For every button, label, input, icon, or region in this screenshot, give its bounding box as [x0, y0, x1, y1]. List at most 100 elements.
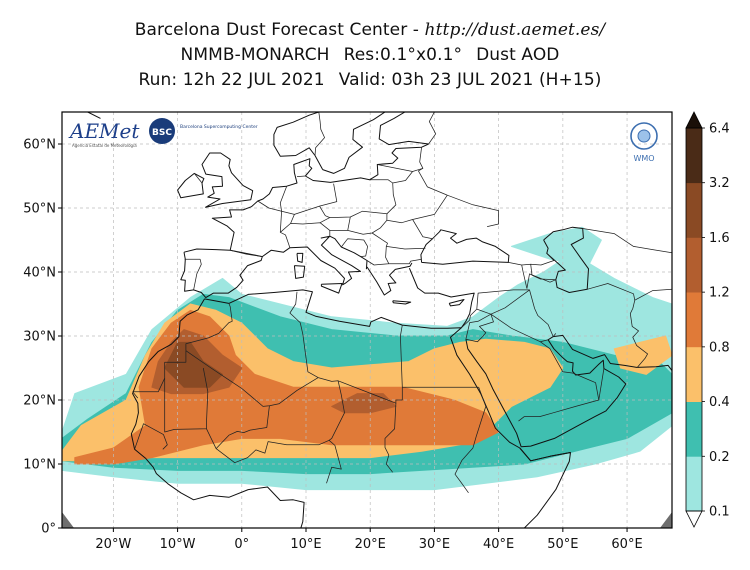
colorbar-level-label: 0.1	[709, 505, 730, 520]
colorbar-bin	[686, 346, 702, 402]
coastline-sardinia	[293, 265, 306, 279]
aemet-logo-text: AEMet	[68, 119, 140, 143]
country-border	[634, 288, 672, 301]
wmo-globe-icon	[637, 129, 651, 143]
country-border	[384, 403, 397, 473]
country-border	[447, 194, 499, 227]
country-border	[412, 147, 448, 220]
lon-tick-label: 60°E	[611, 537, 642, 552]
country-border	[461, 289, 530, 328]
lat-tick-label: 60°N	[23, 138, 56, 153]
coastline-turkey	[408, 268, 475, 328]
title-center-name: Barcelona Dust Forecast Center -	[134, 20, 425, 40]
colorbar-bin	[686, 237, 702, 293]
country-border	[318, 377, 479, 404]
lon-tick-label: 0°	[234, 537, 249, 552]
map-frame	[61, 111, 673, 529]
wmo-logo-text: WMO	[633, 154, 654, 163]
dust-region-1.6-3.2	[164, 341, 223, 388]
country-border	[314, 112, 325, 156]
country-border	[319, 217, 330, 224]
coastline-cyprus	[448, 299, 465, 307]
lon-tick-label: 10°E	[290, 537, 321, 552]
bsc-logo-circle	[149, 118, 175, 144]
lat-tick-label: 20°N	[23, 394, 56, 409]
coastline-sweden-east	[322, 112, 386, 174]
title-line-2: NMMB-MONARCH Res:0.1°x0.1° Dust AOD	[0, 43, 740, 68]
lat-tick-label: 0°	[41, 522, 56, 537]
colorbar: 0.1 0.2 0.4 0.8 1.2 1.6 3.2 6.4	[685, 111, 730, 528]
colorbar-bin	[686, 456, 702, 512]
coastline-greece	[366, 262, 413, 296]
colorbar-level-label: 3.2	[709, 176, 730, 191]
country-border	[185, 303, 233, 351]
country-border	[230, 249, 263, 257]
country-border	[587, 283, 648, 368]
coastline-iberia	[180, 248, 263, 299]
country-border	[206, 428, 330, 464]
country-border	[279, 210, 295, 233]
colorbar-bin	[686, 401, 702, 457]
coastline-sicily	[320, 283, 343, 294]
coastline-black-sea	[420, 229, 510, 265]
country-border	[134, 423, 168, 450]
country-border	[377, 164, 413, 184]
country-border	[465, 313, 494, 343]
title-run: Run: 12h 22 JUL 2021	[138, 70, 325, 90]
country-border	[428, 112, 437, 145]
colorbar-extend-min	[685, 510, 703, 528]
title-valid: Valid: 03h 23 JUL 2021 (H+15)	[338, 70, 602, 90]
colorbar-level-label: 1.6	[709, 231, 730, 246]
country-border	[257, 200, 282, 212]
country-border	[508, 253, 555, 266]
country-border	[296, 175, 306, 177]
country-border	[412, 167, 424, 172]
country-border	[552, 333, 557, 337]
coastline-finland	[378, 112, 429, 146]
aemet-logo-subtitle: Agencia Estatal de Meteorología	[72, 143, 137, 148]
coastline-britain	[201, 152, 254, 208]
country-border	[279, 186, 288, 212]
country-border	[347, 213, 388, 235]
colorbar-extend-max	[685, 111, 703, 129]
coastline-adriatic-east	[329, 235, 368, 270]
colorbar-level-label: 0.4	[709, 395, 730, 410]
colorbar-level-label: 1.2	[709, 286, 730, 301]
lon-tick-label: 30°E	[419, 537, 450, 552]
corner-mask-left	[62, 512, 74, 528]
country-border	[454, 387, 487, 494]
dust-aod-layer	[62, 226, 672, 491]
dust-region-0.4-0.8	[613, 335, 672, 375]
coastline-arabia	[521, 334, 672, 448]
coastlines	[87, 112, 672, 528]
coastline-gulf-aden-south	[519, 447, 571, 462]
wmo-logo-ring	[630, 122, 658, 150]
country-border	[132, 391, 139, 399]
lon-tick-label: 40°E	[483, 537, 514, 552]
aemet-logo: AEMet Agencia Estatal de Meteorología	[68, 119, 140, 148]
coastline-crete	[392, 300, 412, 305]
country-border	[598, 368, 605, 401]
colorbar-level-label: 6.4	[709, 122, 730, 137]
title-resolution: Res:0.1°x0.1°	[343, 45, 463, 65]
coastline-scandinavia	[273, 112, 324, 170]
axis-ticks: 0° 10°N 20°N 30°N 40°N 50°N 60°N 20°W 10°W 0° 10°E…	[23, 138, 642, 553]
title-line-3: Run: 12h 22 JUL 2021 Valid: 03h 23 JUL 20…	[0, 68, 740, 93]
country-border	[215, 405, 270, 449]
country-border	[529, 289, 554, 337]
country-borders	[132, 112, 672, 494]
country-border	[526, 273, 556, 289]
colorbar-bin	[686, 182, 702, 238]
colorbar-level-label: 0.2	[709, 450, 730, 465]
bsc-logo-text: BSC	[152, 128, 172, 138]
bsc-logo: BSC Barcelona Supercomputing Center	[149, 118, 258, 144]
lat-tick-label: 40°N	[23, 266, 56, 281]
coastline-red-sea-east	[465, 339, 522, 447]
coastline-ireland	[177, 172, 205, 199]
country-border	[400, 325, 403, 388]
coastline-italy	[289, 235, 362, 286]
lon-tick-label: 10°W	[160, 537, 196, 552]
country-border	[184, 258, 202, 290]
country-border	[289, 291, 319, 378]
